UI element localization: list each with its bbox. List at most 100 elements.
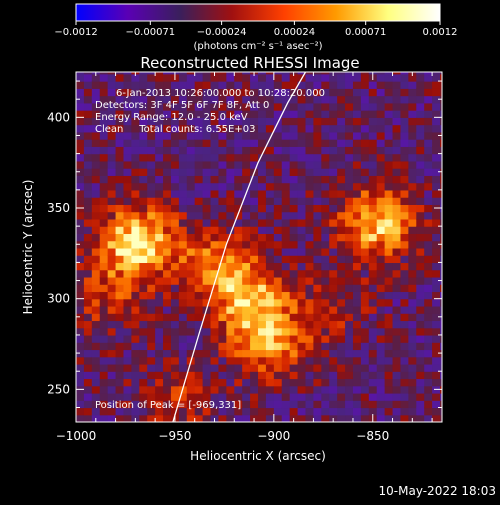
heatmap-cell xyxy=(305,313,315,322)
heatmap-cell xyxy=(226,168,235,176)
heatmap-cell xyxy=(131,189,140,198)
heatmap-cell xyxy=(131,102,140,111)
heatmap-cell xyxy=(384,407,394,416)
heatmap-cell xyxy=(273,124,283,133)
heatmap-cell xyxy=(360,139,370,147)
heatmap-cell xyxy=(273,342,283,351)
heatmap-cell xyxy=(400,204,409,213)
heatmap-cell xyxy=(250,197,259,205)
heatmap-cell xyxy=(242,160,251,169)
heatmap-cell xyxy=(337,392,346,401)
heatmap-cell xyxy=(289,313,299,322)
heatmap-cell xyxy=(352,269,362,278)
heatmap-cell xyxy=(107,226,117,234)
heatmap-cell xyxy=(305,95,315,104)
heatmap-cell xyxy=(273,211,283,220)
heatmap-cell xyxy=(424,262,433,271)
heatmap-cell xyxy=(360,175,370,184)
heatmap-cell xyxy=(440,102,442,111)
heatmap-cell xyxy=(210,233,220,242)
heatmap-cell xyxy=(400,73,409,82)
heatmap-cell xyxy=(139,72,148,75)
heatmap-cell xyxy=(368,168,378,176)
heatmap-cell xyxy=(186,349,196,358)
heatmap-cell xyxy=(352,334,362,343)
heatmap-cell xyxy=(210,73,220,82)
heatmap-cell xyxy=(281,363,291,372)
heatmap-cell xyxy=(329,313,338,322)
heatmap-cell xyxy=(368,392,378,401)
heatmap-cell xyxy=(337,233,346,242)
heatmap-cell xyxy=(360,124,370,133)
heatmap-cell xyxy=(305,153,315,162)
heatmap-cell xyxy=(218,407,227,416)
heatmap-cell xyxy=(155,284,164,293)
heatmap-cell xyxy=(163,102,172,111)
heatmap-cell xyxy=(76,327,85,336)
heatmap-cell xyxy=(226,204,235,213)
heatmap-cell xyxy=(337,117,346,126)
heatmap-cell xyxy=(115,189,125,198)
heatmap-cell xyxy=(147,240,156,249)
heatmap-cell xyxy=(147,211,156,220)
heatmap-cell xyxy=(305,139,315,147)
heatmap-cell xyxy=(186,313,196,322)
heatmap-cell xyxy=(432,146,441,155)
heatmap-cell xyxy=(289,269,299,278)
heatmap-cell xyxy=(178,160,188,169)
heatmap-cell xyxy=(297,218,307,227)
heatmap-cell xyxy=(384,298,394,307)
heatmap-cell xyxy=(281,371,291,380)
heatmap-cell xyxy=(440,124,442,133)
heatmap-cell xyxy=(170,327,180,336)
heatmap-cell xyxy=(83,378,93,387)
heatmap-cell xyxy=(424,392,433,401)
x-tick-label: −1000 xyxy=(56,429,97,443)
heatmap-cell xyxy=(178,131,188,140)
heatmap-cell xyxy=(376,327,386,336)
heatmap-cell xyxy=(107,356,117,365)
heatmap-cell xyxy=(392,284,402,293)
heatmap-cell xyxy=(91,371,101,380)
heatmap-cell xyxy=(384,371,394,380)
heatmap-cell xyxy=(305,240,315,249)
heatmap-cell xyxy=(368,363,378,372)
heatmap-cell xyxy=(210,182,220,191)
heatmap-cell xyxy=(83,327,93,336)
heatmap-cell xyxy=(432,73,441,82)
heatmap-cell xyxy=(345,320,354,329)
heatmap-cell xyxy=(234,334,243,343)
heatmap-cell xyxy=(329,378,338,387)
heatmap-cell xyxy=(400,400,409,409)
heatmap-cell xyxy=(400,385,409,394)
heatmap-cell xyxy=(376,255,386,264)
heatmap-cell xyxy=(155,168,164,176)
heatmap-cell xyxy=(218,262,227,271)
heatmap-cell xyxy=(368,291,378,300)
heatmap-cell xyxy=(170,276,180,285)
heatmap-cell xyxy=(352,182,362,191)
heatmap-cell xyxy=(170,124,180,133)
heatmap-cell xyxy=(345,313,354,322)
heatmap-cell xyxy=(392,102,402,111)
heatmap-cell xyxy=(139,204,148,213)
heatmap-cell xyxy=(234,327,243,336)
heatmap-cell xyxy=(384,211,394,220)
heatmap-cell xyxy=(258,218,267,227)
heatmap-cell xyxy=(163,334,172,343)
heatmap-cell xyxy=(258,407,267,416)
heatmap-cell xyxy=(368,378,378,387)
heatmap-cell xyxy=(186,240,196,249)
heatmap-cell xyxy=(194,371,204,380)
heatmap-cell xyxy=(337,313,346,322)
heatmap-cell xyxy=(163,269,172,278)
heatmap-cell xyxy=(202,73,212,82)
heatmap-cell xyxy=(368,255,378,264)
heatmap-cell xyxy=(376,284,386,293)
heatmap-cell xyxy=(234,233,243,242)
heatmap-cell xyxy=(345,262,354,271)
heatmap-cell xyxy=(360,168,370,176)
heatmap-cell xyxy=(163,276,172,285)
heatmap-cell xyxy=(170,407,180,416)
heatmap-cell xyxy=(139,342,148,351)
